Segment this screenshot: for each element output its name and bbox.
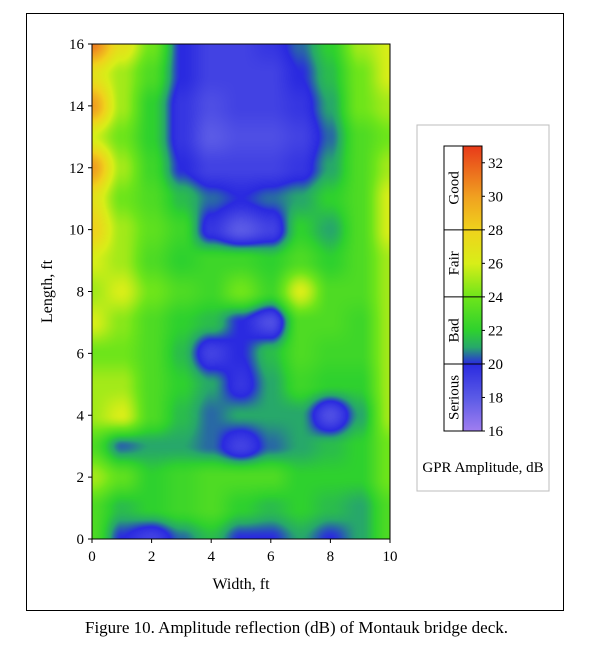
y-tick-label: 2 — [77, 470, 85, 486]
y-axis: 0 2 4 6 8 10 12 14 16 — [69, 37, 92, 548]
x-axis-title: Width, ft — [212, 576, 270, 593]
figure-caption: Figure 10. Amplitude reflection (dB) of … — [84, 618, 509, 637]
category-label-serious: Serious — [447, 375, 463, 420]
colorbar-tick-label: 16 — [488, 424, 504, 440]
x-tick-label: 6 — [267, 549, 275, 565]
colorbar-tick-label: 30 — [488, 189, 503, 205]
y-tick-label: 6 — [77, 346, 85, 362]
x-tick-label: 4 — [207, 549, 215, 565]
colorbar-legend: Good Fair Bad Serious 16 18 20 22 24 26 28 30 32 GP… — [416, 124, 550, 492]
y-tick-label: 8 — [77, 285, 85, 301]
category-label-fair: Fair — [447, 251, 463, 275]
figure-frame — [26, 13, 564, 611]
y-tick-label: 16 — [69, 37, 85, 53]
colorbar-tick-label: 20 — [488, 357, 503, 373]
y-tick-label: 10 — [69, 223, 84, 239]
heatmap-area — [92, 44, 390, 539]
colorbar-ticks: 16 18 20 22 24 26 28 30 32 — [482, 156, 504, 440]
x-tick-label: 2 — [148, 549, 156, 565]
colorbar-tick-label: 22 — [488, 323, 503, 339]
colorbar-title: GPR Amplitude, dB — [422, 460, 543, 476]
colorbar-tick-label: 18 — [488, 390, 503, 406]
category-label-good: Good — [447, 171, 463, 205]
colorbar-categories: Good Fair Bad Serious — [443, 145, 482, 432]
colorbar-tick-label: 32 — [488, 156, 503, 172]
y-tick-label: 4 — [77, 408, 85, 424]
x-tick-label: 8 — [327, 549, 335, 565]
colorbar-tick-label: 24 — [488, 290, 504, 306]
y-tick-label: 14 — [69, 99, 85, 115]
heatmap-image — [92, 44, 390, 539]
x-tick-label: 0 — [88, 549, 96, 565]
colorbar — [462, 145, 483, 432]
y-tick-label: 0 — [77, 532, 85, 548]
x-tick-label: 10 — [383, 549, 398, 565]
x-axis: 0 2 4 6 8 10 — [88, 539, 398, 565]
legend-box — [416, 124, 550, 492]
y-tick-label: 12 — [69, 161, 84, 177]
y-axis-title: Length, ft — [39, 259, 56, 323]
colorbar-tick-label: 28 — [488, 223, 503, 239]
category-label-bad: Bad — [447, 318, 463, 343]
colorbar-tick-label: 26 — [488, 256, 504, 272]
